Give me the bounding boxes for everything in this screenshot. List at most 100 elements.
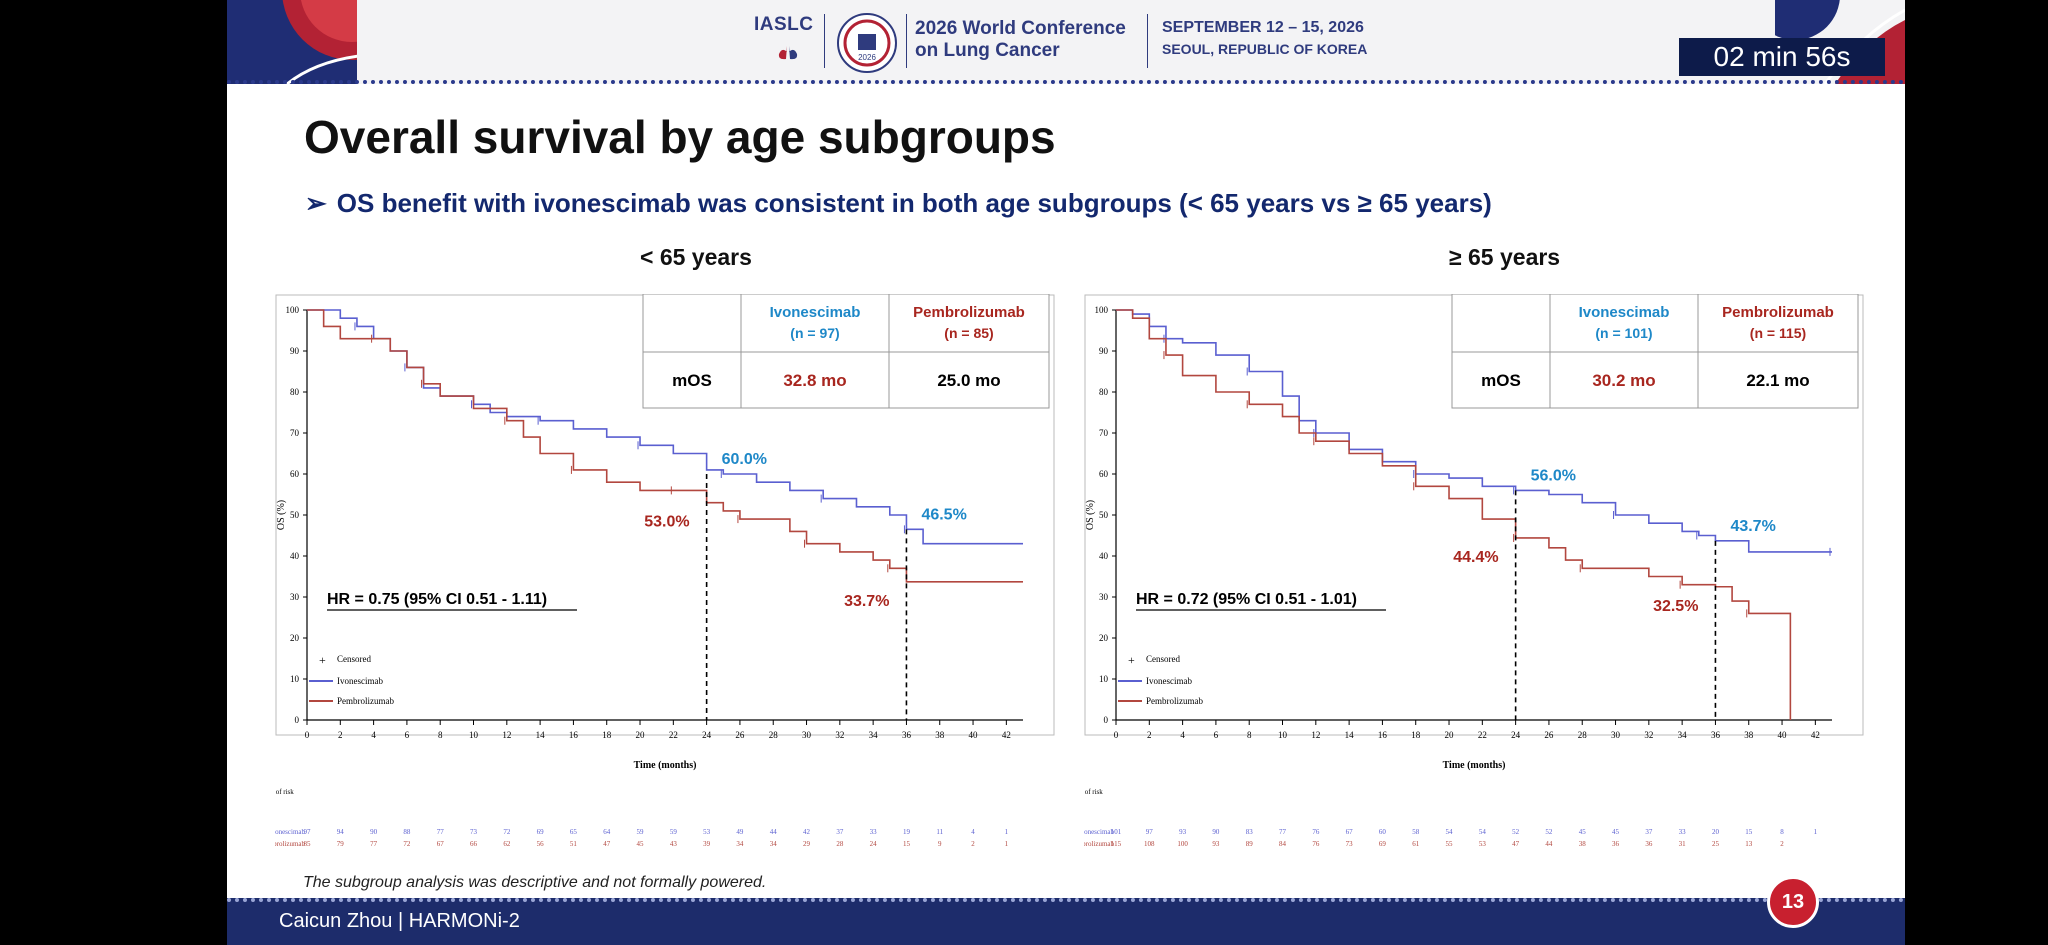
mos-table bbox=[1451, 294, 1859, 409]
y-tick-label: 10 bbox=[1099, 674, 1109, 684]
y-tick-label: 30 bbox=[290, 592, 300, 602]
risk-count-ivonescimab: 67 bbox=[1346, 828, 1354, 836]
legend-label-pembrolizumab: Pembrolizumab bbox=[337, 696, 394, 706]
x-tick-label: 18 bbox=[602, 730, 612, 740]
corner-graphic-left bbox=[227, 0, 357, 84]
x-tick-label: 18 bbox=[1411, 730, 1421, 740]
y-axis-label: OS (%) bbox=[1085, 500, 1096, 530]
x-tick-label: 12 bbox=[1311, 730, 1320, 740]
risk-count-ivonescimab: 8 bbox=[1780, 828, 1784, 836]
risk-count-pembrolizumab: 47 bbox=[1512, 840, 1520, 848]
mos-table bbox=[642, 294, 1050, 409]
hazard-ratio: HR = 0.72 (95% CI 0.51 - 1.01) bbox=[1136, 591, 1357, 608]
censor-legend-icon: + bbox=[1128, 653, 1135, 667]
iaslc-logo: IASLC bbox=[754, 14, 814, 35]
x-tick-label: 12 bbox=[502, 730, 511, 740]
bullet-arrow-icon: ➢ bbox=[305, 188, 327, 218]
mos-ivonescimab: 32.8 mo bbox=[783, 371, 846, 390]
x-tick-label: 32 bbox=[1644, 730, 1653, 740]
risk-label-ivonescimab: Ivonescimab bbox=[1084, 828, 1115, 836]
risk-label-pembrolizumab: Pembrolizumab bbox=[1084, 840, 1114, 848]
y-tick-label: 60 bbox=[1099, 469, 1109, 479]
y-tick-label: 40 bbox=[1099, 551, 1109, 561]
risk-count-ivonescimab: 19 bbox=[903, 828, 911, 836]
x-tick-label: 22 bbox=[669, 730, 678, 740]
table-header-ivonescimab: Ivonescimab bbox=[1579, 304, 1670, 321]
risk-count-pembrolizumab: 28 bbox=[836, 840, 844, 848]
conference-title: 2026 World Conference on Lung Cancer bbox=[915, 18, 1126, 61]
legend-label-pembrolizumab: Pembrolizumab bbox=[1146, 696, 1203, 706]
mos-pembrolizumab: 22.1 mo bbox=[1746, 371, 1809, 390]
x-tick-label: 36 bbox=[1711, 730, 1721, 740]
risk-count-ivonescimab: 101 bbox=[1111, 828, 1122, 836]
risk-count-ivonescimab: 37 bbox=[836, 828, 844, 836]
risk-count-pembrolizumab: 85 bbox=[304, 840, 312, 848]
pem-landmark-label: 53.0% bbox=[644, 514, 689, 531]
risk-count-pembrolizumab: 1 bbox=[1005, 840, 1009, 848]
risk-count-pembrolizumab: 34 bbox=[770, 840, 778, 848]
risk-count-ivonescimab: 73 bbox=[470, 828, 478, 836]
risk-count-ivonescimab: 1 bbox=[1814, 828, 1818, 836]
x-tick-label: 40 bbox=[1778, 730, 1788, 740]
risk-count-pembrolizumab: 43 bbox=[670, 840, 678, 848]
risk-count-pembrolizumab: 69 bbox=[1379, 840, 1387, 848]
risk-count-ivonescimab: 93 bbox=[1179, 828, 1187, 836]
table-row-label: mOS bbox=[1481, 371, 1521, 390]
x-tick-label: 20 bbox=[1445, 730, 1455, 740]
risk-count-ivonescimab: 20 bbox=[1712, 828, 1720, 836]
risk-count-pembrolizumab: 44 bbox=[1545, 840, 1553, 848]
header-divider bbox=[824, 14, 825, 68]
header-dotted-border bbox=[227, 80, 1905, 84]
risk-count-pembrolizumab: 36 bbox=[1612, 840, 1620, 848]
risk-count-pembrolizumab: 73 bbox=[1346, 840, 1354, 848]
risk-count-pembrolizumab: 61 bbox=[1412, 840, 1420, 848]
risk-count-pembrolizumab: 51 bbox=[570, 840, 578, 848]
pem-landmark-label: 33.7% bbox=[844, 593, 889, 610]
y-tick-label: 70 bbox=[290, 428, 300, 438]
risk-table-title: Number of risk bbox=[275, 788, 294, 796]
km-curve-pembrolizumab bbox=[1116, 309, 1792, 720]
x-tick-label: 28 bbox=[769, 730, 779, 740]
risk-label-pembrolizumab: Pembrolizumab bbox=[275, 840, 305, 848]
y-tick-label: 0 bbox=[295, 715, 300, 725]
risk-count-ivonescimab: 64 bbox=[603, 828, 611, 836]
ivo-landmark-label: 56.0% bbox=[1531, 467, 1576, 484]
x-tick-label: 36 bbox=[902, 730, 912, 740]
risk-count-ivonescimab: 77 bbox=[437, 828, 445, 836]
x-tick-label: 24 bbox=[1511, 730, 1521, 740]
risk-count-pembrolizumab: 36 bbox=[1645, 840, 1653, 848]
x-axis-label: Time (months) bbox=[634, 760, 697, 771]
x-tick-label: 30 bbox=[802, 730, 812, 740]
risk-count-pembrolizumab: 76 bbox=[1312, 840, 1320, 848]
y-tick-label: 0 bbox=[1104, 715, 1109, 725]
risk-count-pembrolizumab: 108 bbox=[1144, 840, 1155, 848]
header-divider bbox=[906, 14, 907, 68]
key-message: ➢ OS benefit with ivonescimab was consist… bbox=[305, 188, 1492, 219]
risk-count-pembrolizumab: 47 bbox=[603, 840, 611, 848]
ivo-landmark-label: 43.7% bbox=[1730, 518, 1775, 535]
lungs-icon bbox=[778, 46, 798, 60]
y-tick-label: 80 bbox=[1099, 387, 1109, 397]
risk-count-pembrolizumab: 56 bbox=[537, 840, 545, 848]
risk-count-ivonescimab: 60 bbox=[1379, 828, 1387, 836]
risk-count-ivonescimab: 37 bbox=[1645, 828, 1653, 836]
risk-count-ivonescimab: 15 bbox=[1745, 828, 1753, 836]
x-tick-label: 8 bbox=[438, 730, 443, 740]
risk-count-pembrolizumab: 2 bbox=[1780, 840, 1784, 848]
y-tick-label: 50 bbox=[1099, 510, 1109, 520]
risk-count-ivonescimab: 59 bbox=[637, 828, 645, 836]
risk-count-ivonescimab: 97 bbox=[1146, 828, 1154, 836]
risk-count-ivonescimab: 33 bbox=[870, 828, 878, 836]
risk-count-pembrolizumab: 67 bbox=[437, 840, 445, 848]
x-tick-label: 24 bbox=[702, 730, 712, 740]
ivo-landmark-label: 60.0% bbox=[722, 451, 767, 468]
x-tick-label: 26 bbox=[735, 730, 745, 740]
risk-count-ivonescimab: 58 bbox=[1412, 828, 1420, 836]
x-tick-label: 6 bbox=[405, 730, 410, 740]
presenter-credit: Caicun Zhou | HARMONi-2 bbox=[279, 910, 520, 932]
risk-count-pembrolizumab: 25 bbox=[1712, 840, 1720, 848]
x-tick-label: 26 bbox=[1544, 730, 1554, 740]
countdown-timer: 02 min 56s bbox=[1679, 38, 1885, 76]
risk-count-pembrolizumab: 45 bbox=[637, 840, 645, 848]
